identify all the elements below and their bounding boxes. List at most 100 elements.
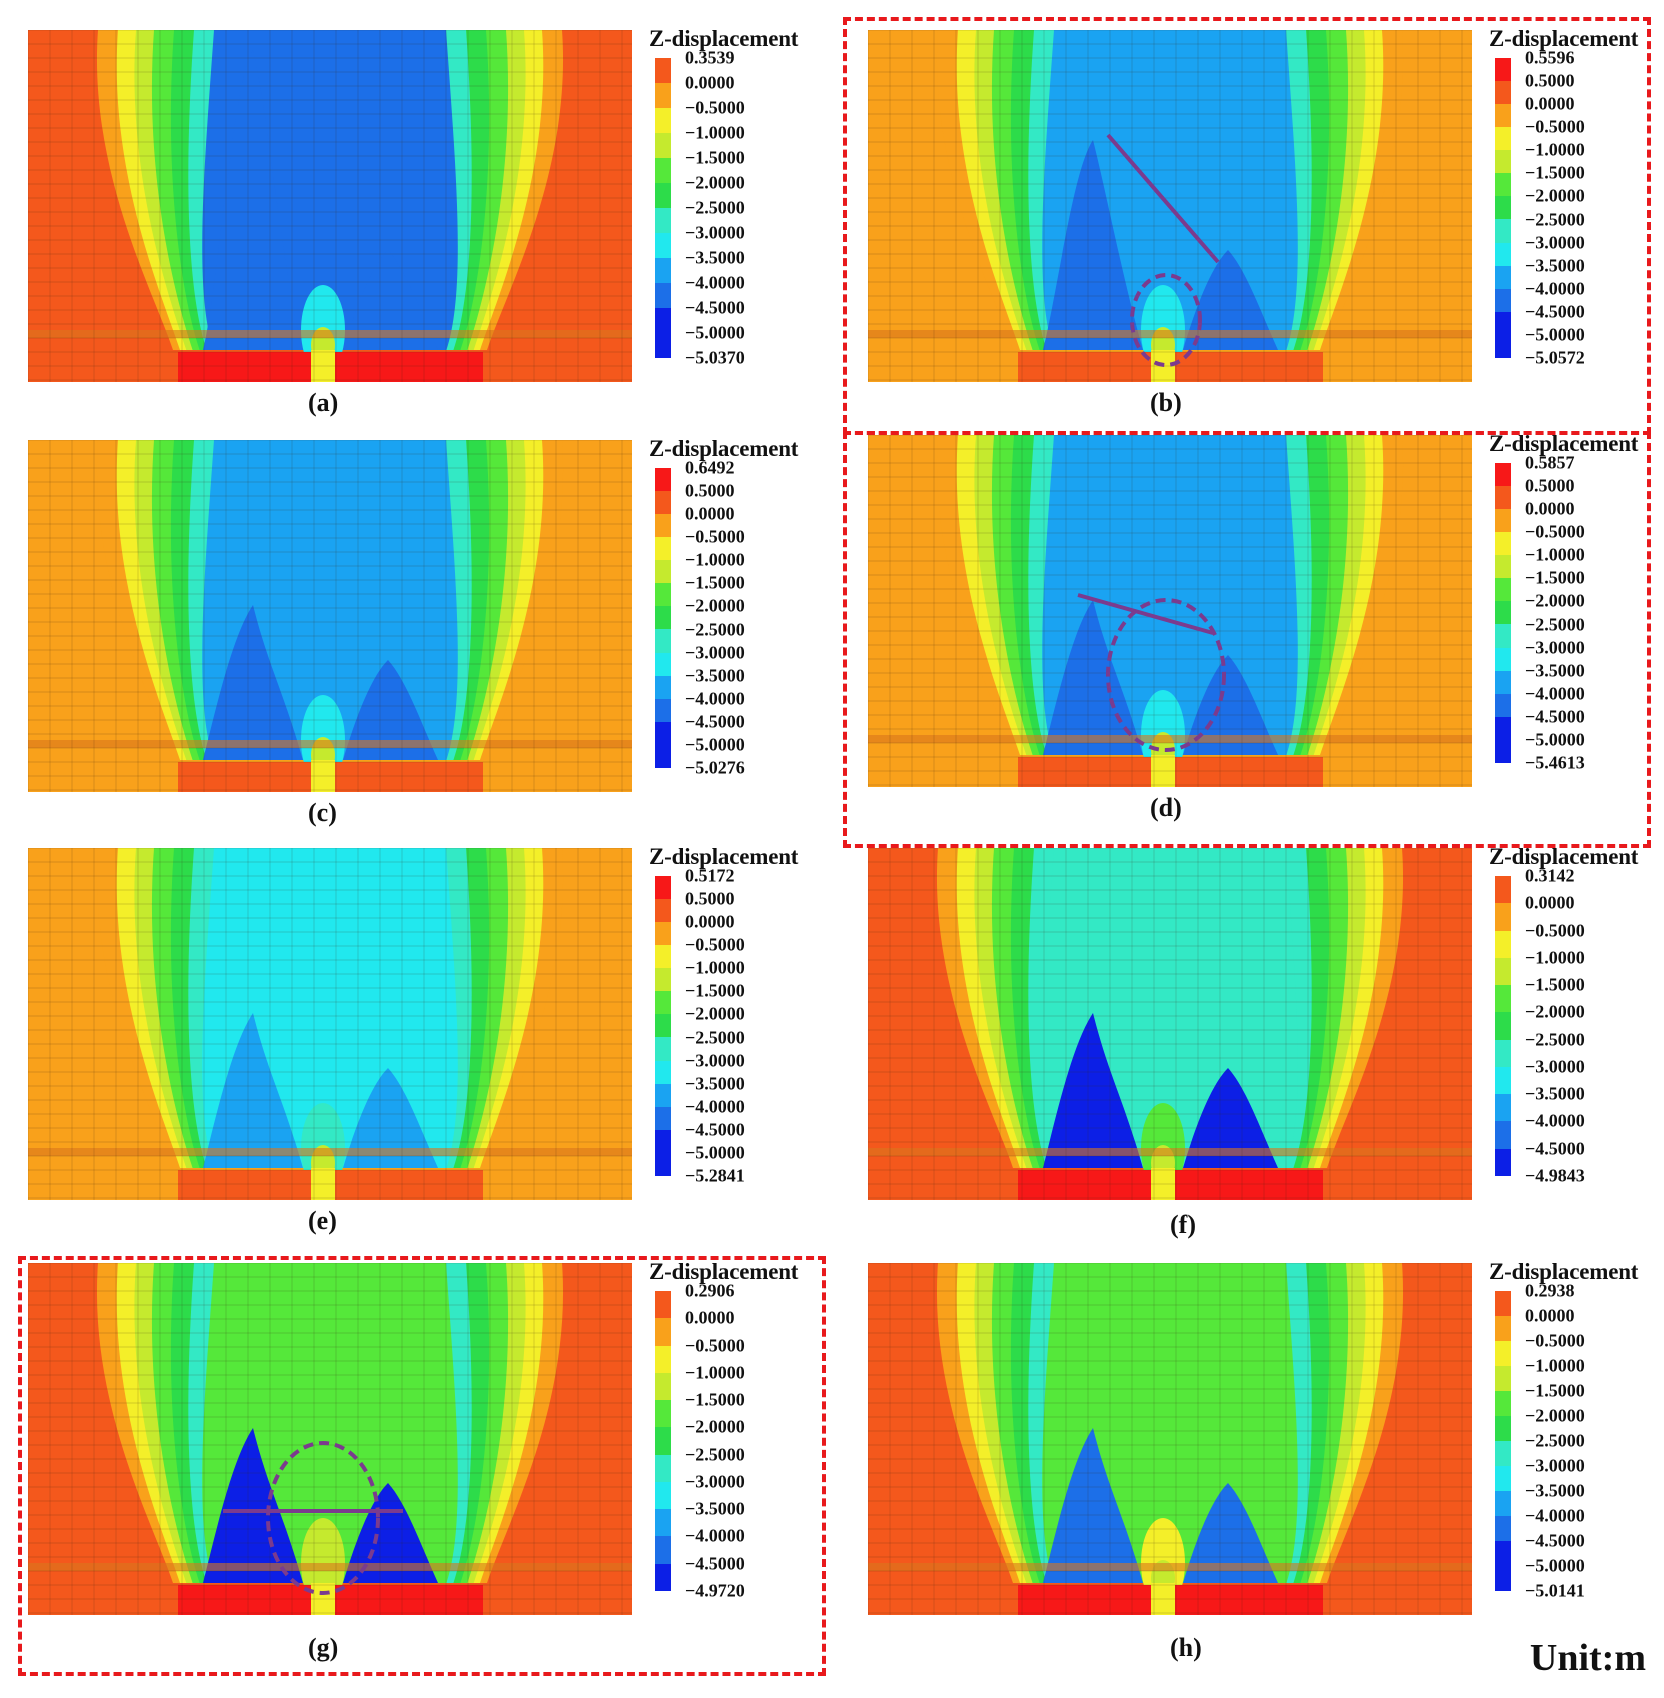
legend-value: 0.0000 <box>1525 1305 1575 1326</box>
legend-value: −5.0000 <box>685 1142 745 1163</box>
color-scale-segment <box>655 1372 671 1401</box>
color-scale-segment <box>1495 265 1511 289</box>
subsidence-peak-right <box>343 660 438 760</box>
legend-value: −3.0000 <box>685 1050 745 1071</box>
color-scale-segment <box>1495 1491 1511 1516</box>
legend-value: 0.5000 <box>1525 70 1575 91</box>
legend-value: 0.0000 <box>685 911 735 932</box>
caption-c: (c) <box>308 798 337 827</box>
caption-a: (a) <box>308 388 339 417</box>
contour-svg-b <box>868 30 1472 382</box>
legend-value: −5.0000 <box>685 322 745 343</box>
color-scale-segment <box>655 514 671 538</box>
legend-value: 0.5857 <box>1525 452 1575 473</box>
legend-value: −3.5000 <box>1525 255 1585 276</box>
legend-value: −1.0000 <box>685 957 745 978</box>
legend-value: 0.3539 <box>685 47 735 68</box>
panel-h: Z-displacement 0.2938 0.0000 −0.5000 −1.000… <box>868 1259 1664 1662</box>
legend-value: −2.5000 <box>1525 209 1585 230</box>
legend-title-d: Z-displacement <box>1489 431 1639 456</box>
legend-value: 0.0000 <box>685 72 735 93</box>
contour-svg-g <box>28 1263 632 1615</box>
caption-h: (h) <box>1170 1633 1202 1662</box>
color-scale-segment <box>655 744 671 768</box>
legend-value: −2.0000 <box>685 1416 745 1437</box>
coal-pillar <box>311 1583 335 1615</box>
legend-value: −2.5000 <box>1525 614 1585 635</box>
legend-value: −1.5000 <box>1525 974 1585 995</box>
legend-value: −1.5000 <box>685 572 745 593</box>
legend-value: −2.0000 <box>1525 185 1585 206</box>
legend-value: −1.0000 <box>1525 947 1585 968</box>
color-scale-segment <box>1495 985 1511 1013</box>
panel-e: Z-displacement 0.5172 0.5000 0.0000 −0.5000… <box>28 844 828 1243</box>
legend-value: 0.0000 <box>1525 93 1575 114</box>
color-scale-segment <box>1495 1316 1511 1341</box>
unit-label: Unit:m <box>1529 1637 1646 1679</box>
legend-value: −5.0000 <box>1525 729 1585 750</box>
coal-pillar <box>311 1168 335 1200</box>
highlight-frame-d <box>843 431 1651 848</box>
color-scale-segment <box>1495 957 1511 986</box>
color-scale-segment <box>1495 1121 1511 1149</box>
legend-value: 0.6492 <box>685 457 735 478</box>
block-mesh <box>868 30 1472 382</box>
coal-seam-layer <box>868 1563 1472 1571</box>
color-scale-segment <box>655 1106 671 1130</box>
legend-value: −5.0000 <box>685 734 745 755</box>
arch-line <box>1077 593 1214 635</box>
color-scale-segment <box>655 58 671 83</box>
color-scale-segment <box>1495 509 1511 533</box>
legend-title-e: Z-displacement <box>649 844 799 869</box>
color-scale-segment <box>1495 930 1511 958</box>
block-mesh <box>28 30 632 382</box>
legend-value: −4.0000 <box>685 272 745 293</box>
legend-value: −5.0141 <box>1525 1580 1585 1601</box>
contour-svg-e <box>28 848 632 1200</box>
color-scale-segment <box>655 537 671 561</box>
subsidence-peak-right <box>343 1483 438 1583</box>
legend-value: −2.0000 <box>1525 1405 1585 1426</box>
highlight-ellipse <box>1106 598 1226 752</box>
legend-value: −1.0000 <box>685 1362 745 1383</box>
color-scale-segment <box>655 876 671 900</box>
color-scale-bar-h <box>1495 1291 1511 1591</box>
legend-value: −4.9720 <box>685 1580 745 1601</box>
legend-value: −4.0000 <box>1525 278 1585 299</box>
legend-value: −5.2841 <box>685 1165 745 1186</box>
color-scale-bar-b <box>1495 58 1511 358</box>
legend-value: −2.0000 <box>1525 1001 1585 1022</box>
contour-plot-d <box>868 435 1472 787</box>
color-scale-segment <box>655 560 671 584</box>
legend-value: −3.0000 <box>685 642 745 663</box>
color-scale-segment <box>1495 1039 1511 1067</box>
color-scale-segment <box>655 629 671 653</box>
caption-g: (g) <box>308 1633 339 1662</box>
legend-value: −1.5000 <box>1525 162 1585 183</box>
coal-seam-layer <box>28 1148 632 1156</box>
subsidence-peak-right <box>1183 1068 1278 1168</box>
legend-value: −2.5000 <box>685 197 745 218</box>
legend-value: −3.0000 <box>1525 637 1585 658</box>
color-scale-segment <box>655 491 671 515</box>
color-scale-segment <box>1495 532 1511 556</box>
block-mesh <box>28 1263 632 1615</box>
legend-value: −2.5000 <box>685 1027 745 1048</box>
color-scale-segment <box>1495 1541 1511 1566</box>
contour-svg-d <box>868 435 1472 787</box>
legend-value: −0.5000 <box>685 97 745 118</box>
color-scale-segment <box>655 1083 671 1107</box>
color-scale-segment <box>1495 647 1511 671</box>
color-scale-segment <box>1495 624 1511 648</box>
color-scale-segment <box>655 468 671 492</box>
color-scale-segment <box>1495 1416 1511 1441</box>
color-scale-segment <box>655 258 671 283</box>
color-scale-segment <box>1495 81 1511 105</box>
color-scale-segment <box>655 652 671 676</box>
color-scale-segment <box>1495 1516 1511 1541</box>
caption-e: (e) <box>308 1206 337 1235</box>
legend-value: 0.5000 <box>1525 475 1575 496</box>
color-scale-segment <box>1495 693 1511 717</box>
subsidence-peak-left <box>1043 140 1143 350</box>
legend-value: 0.0000 <box>685 1307 735 1328</box>
